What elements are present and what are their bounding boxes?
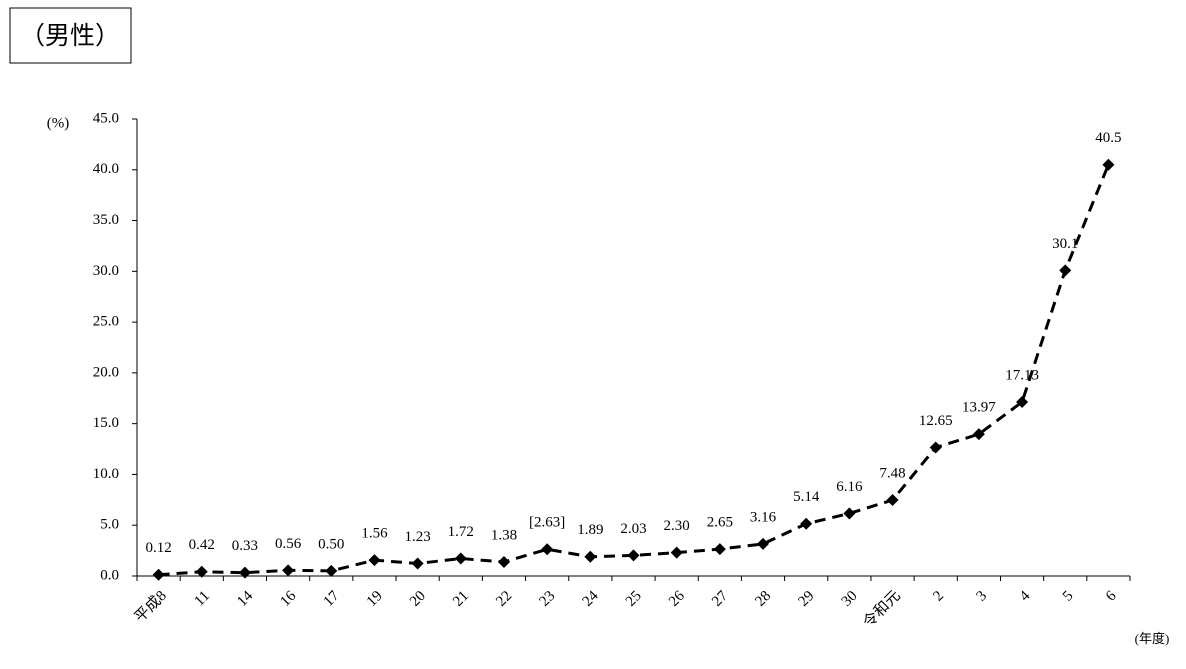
x-tick-label: 26 (666, 588, 688, 610)
x-tick-label: 3 (974, 588, 991, 605)
y-tick-label: 5.0 (100, 517, 119, 533)
data-marker (1059, 264, 1072, 277)
data-marker (152, 568, 165, 581)
x-tick-label: 令和元 (860, 587, 904, 631)
x-tick-label: 20 (407, 588, 429, 610)
data-marker (886, 494, 899, 507)
y-tick-label: 35.0 (93, 212, 119, 228)
title-box (9, 7, 132, 64)
x-tick-label: 14 (234, 588, 256, 610)
value-label: 12.65 (919, 413, 953, 429)
value-label: 1.38 (491, 527, 517, 543)
value-label: 17.13 (1005, 367, 1039, 383)
x-axis-label: (年度) (1135, 631, 1170, 646)
x-tick-label: 平成8 (131, 587, 170, 626)
data-marker (497, 555, 510, 568)
y-tick-label: 15.0 (93, 415, 119, 431)
value-label: 1.72 (448, 524, 474, 540)
x-tick-label: 16 (277, 588, 299, 610)
value-label: 0.12 (145, 540, 171, 556)
x-tick-label: 4 (1017, 588, 1034, 605)
x-tick-label: 22 (493, 588, 515, 610)
value-label: 0.33 (232, 538, 258, 554)
data-marker (627, 549, 640, 562)
value-label: 0.50 (318, 536, 344, 552)
value-label: 1.89 (577, 522, 603, 538)
data-marker (929, 441, 942, 454)
x-tick-label: 6 (1103, 588, 1120, 605)
y-tick-label: 20.0 (93, 364, 119, 380)
y-axis-label: (%) (47, 115, 70, 131)
x-tick-label: 21 (450, 588, 472, 610)
x-tick-label: 27 (709, 588, 731, 610)
y-tick-label: 10.0 (93, 466, 119, 482)
data-marker (454, 552, 467, 565)
x-tick-label: 23 (536, 588, 558, 610)
data-marker (411, 557, 424, 570)
data-marker (1016, 396, 1029, 409)
y-tick-label: 40.0 (93, 161, 119, 177)
value-label: 0.56 (275, 536, 302, 552)
x-tick-label: 19 (364, 588, 386, 610)
data-line (158, 164, 1110, 577)
value-label: 1.56 (361, 526, 388, 542)
data-marker (282, 564, 295, 577)
value-label: 7.48 (879, 465, 905, 481)
value-label: 3.16 (750, 509, 777, 525)
x-tick-label: 17 (321, 588, 343, 610)
data-marker (972, 428, 985, 441)
data-marker (757, 537, 770, 550)
value-label: 5.14 (793, 489, 820, 505)
value-label: 6.16 (836, 479, 863, 495)
x-tick-label: 5 (1060, 588, 1077, 605)
x-tick-label: 2 (930, 588, 947, 605)
x-tick-label: 28 (752, 588, 774, 610)
data-marker (1102, 158, 1115, 171)
value-label: 2.30 (664, 518, 690, 534)
data-marker (238, 566, 251, 579)
x-tick-label: 25 (623, 588, 645, 610)
value-label: 2.65 (707, 515, 733, 531)
value-label: [2.63] (529, 515, 565, 531)
x-tick-label: 11 (191, 588, 213, 610)
data-marker (584, 550, 597, 563)
data-marker (195, 565, 208, 578)
data-marker (713, 543, 726, 556)
y-tick-label: 30.0 (93, 263, 119, 279)
value-label: 2.03 (620, 521, 646, 537)
y-tick-label: 25.0 (93, 314, 119, 330)
value-label: 0.42 (189, 537, 215, 553)
x-tick-label: 30 (839, 588, 861, 610)
value-label: 30.1 (1052, 236, 1078, 252)
value-label: 1.23 (405, 529, 431, 545)
data-marker (670, 546, 683, 559)
data-marker (843, 507, 856, 520)
chart-title: （男性） (20, 21, 120, 50)
value-label: 40.5 (1095, 130, 1121, 146)
value-label: 13.97 (962, 400, 996, 416)
y-tick-label: 45.0 (93, 110, 119, 126)
data-marker (800, 517, 813, 530)
data-marker (325, 564, 338, 577)
data-marker (368, 554, 381, 567)
x-tick-label: 24 (580, 588, 602, 610)
x-tick-label: 29 (796, 588, 818, 610)
y-tick-label: 0.0 (100, 567, 119, 583)
data-marker (541, 543, 554, 556)
